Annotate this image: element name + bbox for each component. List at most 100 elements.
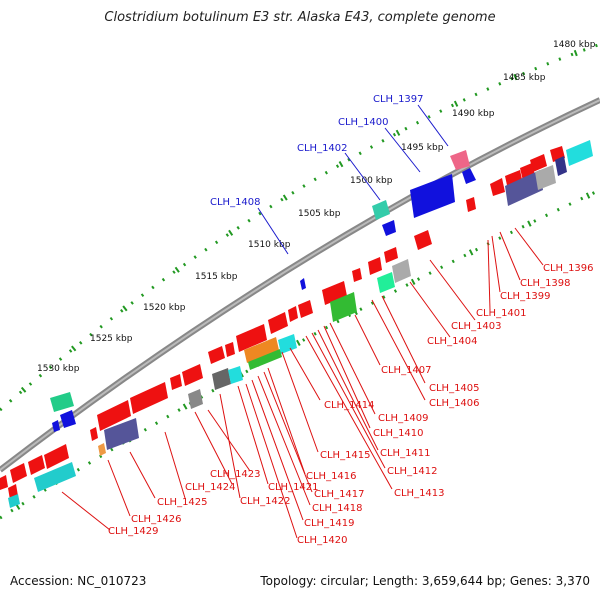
gene-block bbox=[8, 494, 20, 508]
forward-strand-genes bbox=[50, 150, 476, 432]
inner-tick-track bbox=[0, 187, 600, 521]
tick-labels: 1480 kbp 1485 kbp 1490 kbp 1495 kbp 1500… bbox=[37, 40, 596, 374]
tick-label: 1520 kbp bbox=[143, 303, 186, 313]
gene-block bbox=[104, 418, 139, 450]
gene-label: CLH_1426 bbox=[131, 514, 182, 525]
blue-gene-labels: CLH_1397 CLH_1400 CLH_1402 CLH_1408 bbox=[210, 94, 449, 255]
gene-label: CLH_1420 bbox=[297, 535, 348, 546]
gene-block bbox=[244, 337, 279, 363]
gene-label: CLH_1429 bbox=[108, 526, 159, 537]
gene-block bbox=[530, 154, 547, 172]
gene-block bbox=[410, 174, 455, 218]
gene-block bbox=[298, 300, 313, 318]
gene-label: CLH_1400 bbox=[338, 117, 389, 128]
gene-block bbox=[182, 364, 203, 386]
gene-label: CLH_1408 bbox=[210, 197, 261, 208]
gene-block bbox=[555, 156, 567, 176]
gene-block bbox=[34, 462, 76, 492]
outer-tick-track bbox=[0, 42, 599, 413]
gene-label: CLH_1404 bbox=[427, 336, 478, 347]
gene-label: CLH_1397 bbox=[373, 94, 424, 105]
gene-label: CLH_1421 bbox=[268, 482, 319, 493]
gene-block bbox=[352, 268, 362, 282]
gene-block bbox=[212, 368, 231, 390]
gene-block bbox=[90, 427, 98, 441]
gene-block bbox=[322, 281, 347, 305]
gene-block bbox=[450, 150, 470, 170]
gene-block bbox=[44, 444, 69, 469]
gene-label: CLH_1419 bbox=[304, 518, 355, 529]
reverse-strand-genes bbox=[0, 140, 593, 508]
gene-label: CLH_1414 bbox=[324, 400, 375, 411]
gene-label: CLH_1423 bbox=[210, 469, 261, 480]
tick-label: 1530 kbp bbox=[37, 364, 80, 374]
gene-block bbox=[330, 292, 357, 322]
tick-label: 1505 kbp bbox=[298, 209, 341, 219]
gene-block bbox=[382, 220, 396, 236]
gene-block bbox=[60, 410, 76, 428]
gene-block bbox=[535, 165, 556, 190]
gene-block bbox=[208, 346, 225, 364]
genome-title: Clostridium botulinum E3 str. Alaska E43… bbox=[104, 10, 496, 25]
gene-block bbox=[505, 170, 543, 206]
tick-label: 1510 kbp bbox=[248, 240, 291, 250]
gene-block bbox=[98, 443, 106, 456]
genome-summary: Topology: circular; Length: 3,659,644 bp… bbox=[260, 574, 590, 588]
tick-label: 1495 kbp bbox=[401, 143, 444, 153]
gene-label: CLH_1425 bbox=[157, 497, 208, 508]
gene-block bbox=[288, 306, 298, 322]
tick-label: 1480 kbp bbox=[553, 40, 596, 50]
gene-label: CLH_1402 bbox=[297, 143, 348, 154]
gene-block bbox=[414, 230, 432, 250]
gene-block bbox=[566, 140, 593, 166]
gene-label: CLH_1405 bbox=[429, 383, 480, 394]
gene-label: CLH_1412 bbox=[387, 466, 438, 477]
gene-block bbox=[384, 247, 398, 263]
genome-backbone bbox=[0, 97, 600, 473]
gene-label: CLH_1401 bbox=[476, 308, 527, 319]
gene-label: CLH_1415 bbox=[320, 450, 371, 461]
gene-label: CLH_1410 bbox=[373, 428, 424, 439]
gene-label: CLH_1409 bbox=[378, 413, 429, 424]
gene-block bbox=[28, 455, 45, 475]
gene-block bbox=[236, 324, 267, 352]
gene-block bbox=[52, 420, 60, 432]
gene-label: CLH_1406 bbox=[429, 398, 480, 409]
gene-block bbox=[248, 349, 282, 370]
gene-block bbox=[372, 200, 390, 220]
tick-label: 1485 kbp bbox=[503, 73, 546, 83]
tick-label: 1525 kbp bbox=[90, 334, 133, 344]
gene-block bbox=[392, 259, 411, 283]
gene-block bbox=[466, 197, 476, 212]
gene-block bbox=[50, 392, 74, 412]
gene-label: CLH_1417 bbox=[314, 489, 365, 500]
gene-block bbox=[228, 366, 243, 384]
gene-block bbox=[462, 168, 476, 184]
gene-block bbox=[490, 178, 505, 196]
gene-label: CLH_1411 bbox=[380, 448, 431, 459]
tick-label: 1500 kbp bbox=[350, 176, 393, 186]
tick-label: 1515 kbp bbox=[195, 272, 238, 282]
gene-block bbox=[225, 342, 235, 357]
red-gene-labels: CLH_1396 CLH_1398 CLH_1399 CLH_1401 CLH_… bbox=[61, 227, 594, 546]
gene-label: CLH_1422 bbox=[240, 496, 291, 507]
gene-label: CLH_1424 bbox=[185, 482, 236, 493]
gene-label: CLH_1396 bbox=[543, 263, 594, 274]
gene-block bbox=[278, 334, 297, 354]
gene-block bbox=[97, 400, 131, 431]
gene-label: CLH_1403 bbox=[451, 321, 502, 332]
gene-block bbox=[377, 272, 395, 293]
gene-block bbox=[170, 374, 182, 390]
gene-block bbox=[300, 278, 306, 290]
gene-label: CLH_1416 bbox=[306, 471, 357, 482]
gene-label: CLH_1407 bbox=[381, 365, 432, 376]
gene-block bbox=[188, 389, 203, 409]
gene-label: CLH_1399 bbox=[500, 291, 551, 302]
gene-label: CLH_1413 bbox=[394, 488, 445, 499]
gene-block bbox=[0, 475, 8, 490]
gene-block bbox=[10, 463, 27, 483]
tick-label: 1490 kbp bbox=[452, 109, 495, 119]
accession-label: Accession: NC_010723 bbox=[10, 574, 147, 588]
gene-label: CLH_1398 bbox=[520, 278, 571, 289]
